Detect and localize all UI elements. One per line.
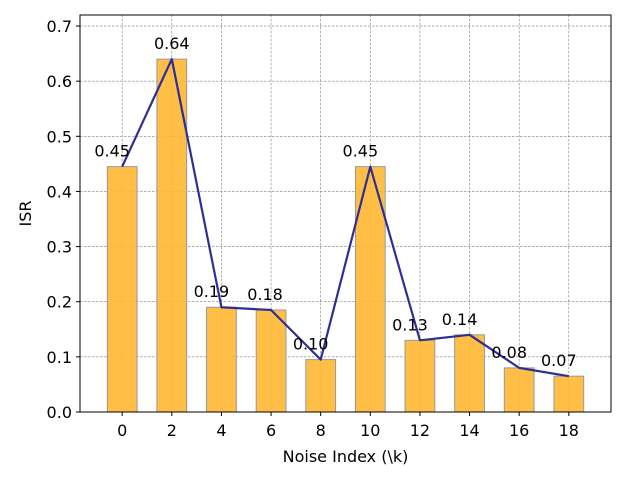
data-label: 0.14 — [442, 310, 478, 329]
plot-frame — [79, 14, 612, 413]
data-label: 0.08 — [491, 343, 527, 362]
data-label: 0.45 — [343, 142, 379, 161]
x-axis-label: Noise Index (\k) — [283, 447, 409, 466]
y-tick-label: 0.2 — [47, 293, 72, 312]
bar — [206, 306, 237, 413]
x-tick-label: 0 — [117, 421, 127, 440]
data-label: 0.07 — [541, 351, 577, 370]
y-tick-label: 0.3 — [47, 238, 72, 257]
trend-line — [121, 58, 569, 378]
data-label: 0.10 — [293, 335, 329, 354]
y-tick-label: 0.7 — [47, 17, 72, 36]
x-tick-label: 12 — [410, 421, 430, 440]
y-tick-label: 0.0 — [47, 403, 72, 422]
x-tick-label: 6 — [266, 421, 276, 440]
x-tick-label: 2 — [167, 421, 177, 440]
y-tick-label: 0.6 — [47, 72, 72, 91]
bar — [156, 58, 188, 413]
x-tick-label: 16 — [509, 421, 529, 440]
data-labels: 0.45 0.64 0.19 0.18 0.10 0.45 0.13 0.14 0.08 0.07 — [94, 34, 576, 370]
bar — [255, 309, 287, 413]
y-tick-label: 0.5 — [47, 127, 72, 146]
y-tick-label: 0.1 — [47, 348, 72, 367]
x-tick-label: 4 — [216, 421, 226, 440]
x-tick-label: 10 — [360, 421, 380, 440]
data-label: 0.13 — [392, 315, 428, 334]
bar — [305, 359, 337, 413]
x-tick-label: 14 — [459, 421, 479, 440]
trend-line-group — [121, 58, 569, 378]
x-tick-label: 18 — [559, 421, 579, 440]
bar — [404, 339, 436, 413]
bars — [106, 58, 585, 413]
bar — [106, 166, 138, 413]
bar — [454, 334, 485, 413]
y-tick-label: 0.4 — [47, 182, 72, 201]
data-label: 0.64 — [154, 34, 190, 53]
data-label: 0.45 — [94, 142, 130, 161]
x-tick-label: 8 — [316, 421, 326, 440]
bar — [553, 375, 585, 413]
y-axis-label: ISR — [16, 201, 35, 227]
bar — [503, 367, 535, 413]
data-label: 0.19 — [194, 282, 230, 301]
data-label: 0.18 — [247, 285, 283, 304]
axis-ticks: 0 2 4 6 8 10 12 14 16 18 0.0 0.1 0.2 0.3 0.4 0.5 0.6 0.7 — [47, 17, 579, 440]
